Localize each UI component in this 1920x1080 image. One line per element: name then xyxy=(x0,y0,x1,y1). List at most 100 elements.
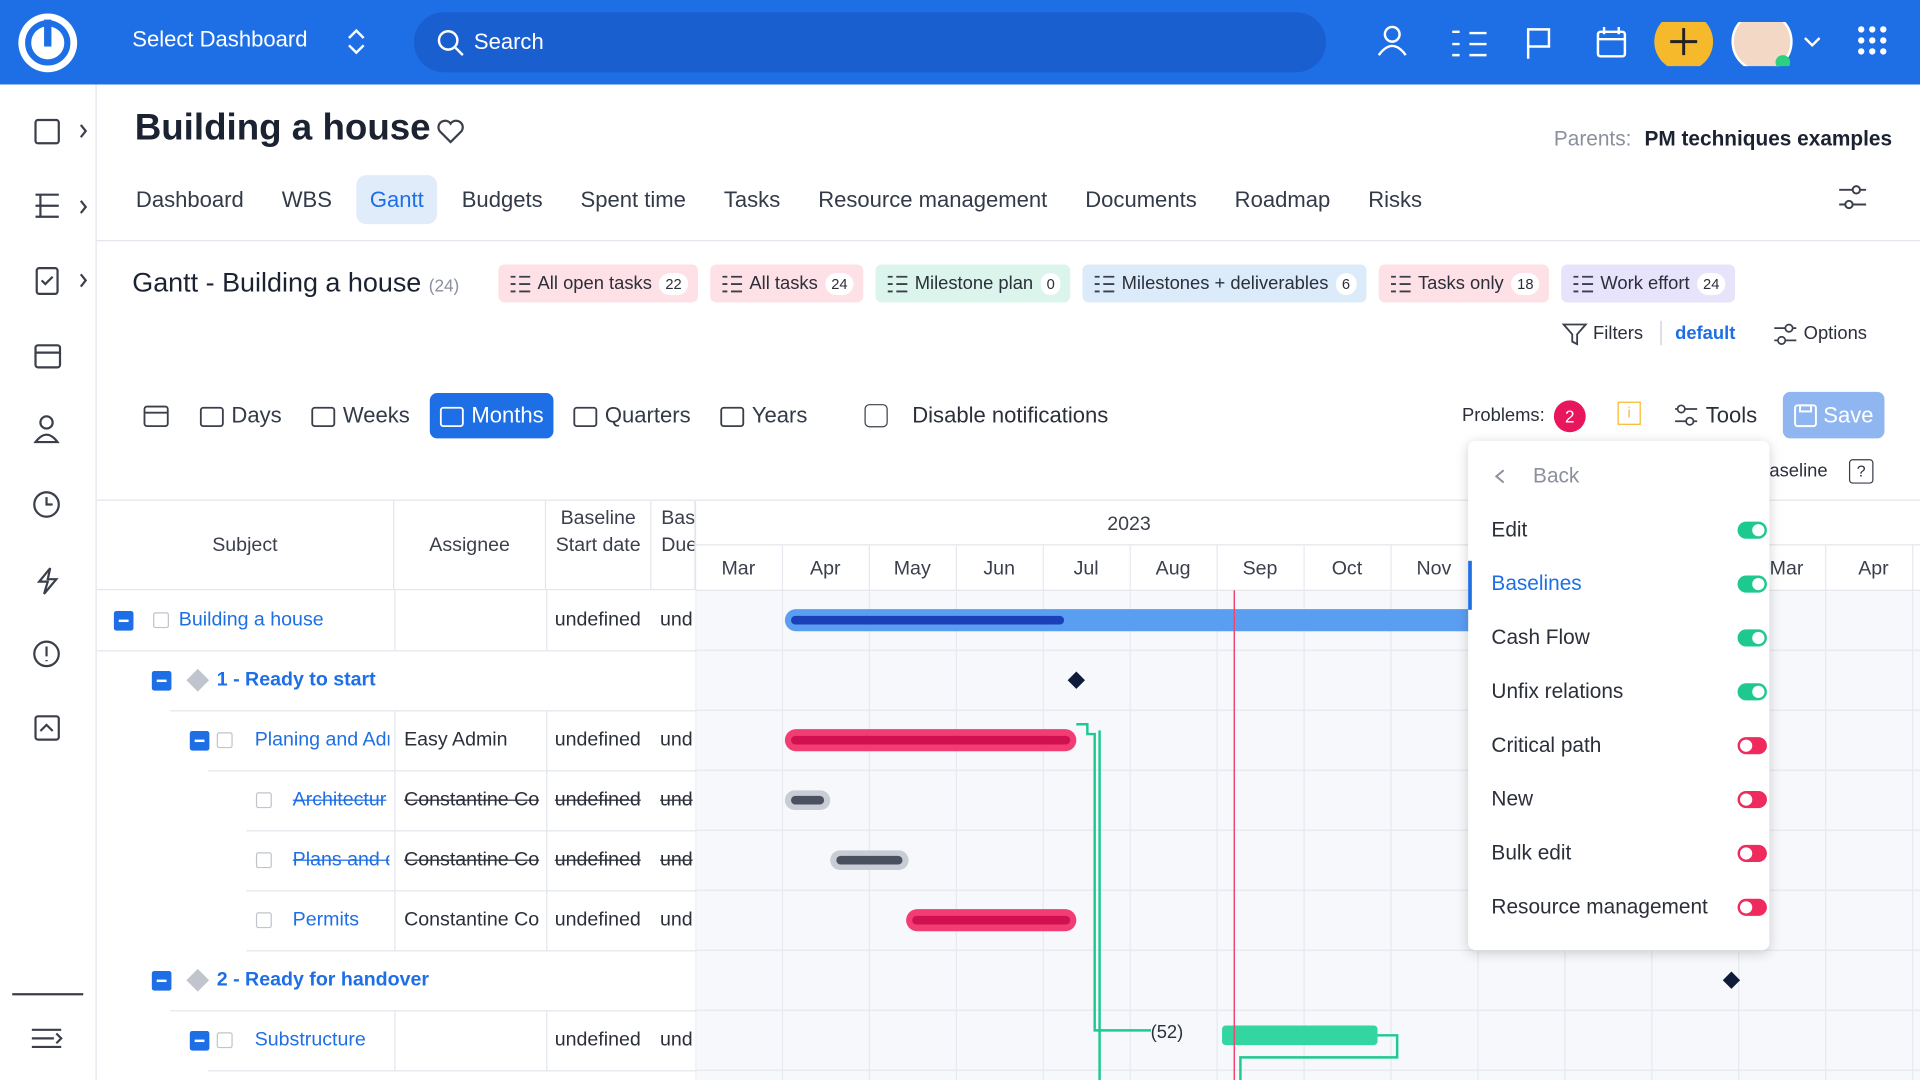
query-chip[interactable]: Milestones + deliverables 6 xyxy=(1082,264,1366,303)
menu-item[interactable]: Critical path xyxy=(1491,719,1767,773)
cell-border xyxy=(546,830,548,891)
cell-border xyxy=(394,1010,396,1071)
month-label: Apr xyxy=(1858,557,1889,579)
tab[interactable]: WBS xyxy=(281,187,332,212)
subject[interactable]: Plans and d xyxy=(292,849,390,871)
zoom-level[interactable]: Days xyxy=(190,393,292,438)
calendar-today[interactable] xyxy=(143,403,170,428)
menu-item[interactable]: New xyxy=(1491,773,1767,827)
cell-border xyxy=(546,770,548,831)
collapse-toggle[interactable] xyxy=(189,731,210,751)
toggle[interactable] xyxy=(1737,791,1767,809)
baseline[interactable]: Baseline xyxy=(1757,460,1828,482)
tab[interactable]: Spent time xyxy=(580,187,686,212)
back-icon xyxy=(1494,469,1505,484)
toggle[interactable] xyxy=(1737,737,1767,755)
collapse-toggle[interactable] xyxy=(151,971,172,991)
column-header[interactable]: Bas Due xyxy=(651,500,696,591)
toggle[interactable] xyxy=(1737,844,1767,863)
menu-item[interactable]: Edit xyxy=(1491,503,1767,557)
toggle[interactable] xyxy=(1737,898,1767,916)
subject[interactable]: Building a house xyxy=(178,609,324,631)
icon-shape xyxy=(722,275,743,293)
collapse-toggle[interactable] xyxy=(113,611,134,631)
subject[interactable]: Architectur xyxy=(292,789,387,811)
subject[interactable]: 2 - Ready for handover xyxy=(216,969,430,991)
query-count: 24 xyxy=(825,273,854,296)
sidebar-icons[interactable] xyxy=(0,84,96,1080)
tools[interactable]: Tools xyxy=(1705,402,1758,428)
baseline-start: undefined xyxy=(554,789,641,811)
save-button[interactable]: Save xyxy=(1782,391,1885,439)
subject[interactable]: 1 - Ready to start xyxy=(216,669,376,691)
problems-count[interactable]: 2 xyxy=(1553,400,1586,433)
select-dashboard[interactable]: Select Dashboard xyxy=(132,26,308,52)
query-chip[interactable]: All open tasks 22 xyxy=(498,264,698,303)
task-progress xyxy=(791,735,1071,745)
subject[interactable]: Planing and Adr xyxy=(254,729,390,751)
baseline-start: undefined xyxy=(554,1029,641,1051)
column-header[interactable]: Baseline Start date xyxy=(546,500,652,591)
query-icon xyxy=(1573,275,1594,293)
toggle[interactable] xyxy=(1737,575,1767,593)
query-chip[interactable]: Milestone plan 0 xyxy=(875,264,1071,303)
assignee: Constantine Co xyxy=(404,849,540,871)
favorite[interactable] xyxy=(436,118,465,145)
column-header[interactable]: Assignee xyxy=(394,500,547,591)
query-label: All open tasks xyxy=(537,273,652,294)
collapse-toggle[interactable] xyxy=(189,1031,210,1051)
top-icons[interactable] xyxy=(1371,22,1898,67)
subject[interactable]: Substructure xyxy=(254,1029,366,1051)
row-line xyxy=(208,1070,696,1072)
collapse-toggle[interactable] xyxy=(151,671,172,691)
select-arrows[interactable] xyxy=(345,27,367,56)
search-box[interactable]: Search xyxy=(413,12,1327,73)
tab[interactable]: Tasks xyxy=(723,187,781,212)
disable-notifications[interactable]: Disable notifications xyxy=(912,402,1109,428)
filter-default[interactable]: default xyxy=(1675,323,1736,345)
tab[interactable]: Risks xyxy=(1368,187,1423,212)
zoom-level[interactable]: Quarters xyxy=(563,393,700,438)
menu-item[interactable]: Unfix relations xyxy=(1491,665,1767,719)
divider xyxy=(95,240,1920,242)
tab[interactable]: Gantt xyxy=(356,175,438,225)
menu-item[interactable]: Baselines xyxy=(1491,557,1767,611)
menu-item[interactable]: Resource management xyxy=(1491,880,1767,934)
query-chip[interactable]: Work effort 24 xyxy=(1561,264,1736,303)
toggle[interactable] xyxy=(1737,683,1767,701)
filters[interactable]: Filters xyxy=(1593,323,1644,345)
zoom-label: Weeks xyxy=(342,402,410,428)
info-icon[interactable]: i xyxy=(1617,401,1641,425)
separator xyxy=(1660,320,1662,346)
zoom-level[interactable]: Months xyxy=(429,393,554,439)
parents-value[interactable]: PM techniques examples xyxy=(1644,127,1893,151)
menu-item[interactable]: Bulk edit xyxy=(1491,827,1767,881)
zoom-level[interactable]: Weeks xyxy=(301,393,419,438)
query-chip[interactable]: All tasks 24 xyxy=(710,264,864,303)
tab[interactable]: Dashboard xyxy=(135,187,244,212)
zoom-label: Quarters xyxy=(604,402,691,428)
menu-back[interactable]: Back xyxy=(1533,464,1580,488)
zoom-level[interactable]: Years xyxy=(710,393,817,438)
tab[interactable]: Roadmap xyxy=(1234,187,1331,212)
active-marker xyxy=(1468,560,1472,610)
subject[interactable]: Permits xyxy=(292,909,360,931)
tab[interactable]: Resource management xyxy=(818,187,1048,212)
toggle[interactable] xyxy=(1737,629,1767,647)
row-line xyxy=(96,650,696,652)
logo[interactable] xyxy=(17,12,78,73)
query-chip[interactable]: Tasks only 18 xyxy=(1378,264,1550,303)
help[interactable]: ? xyxy=(1848,459,1874,484)
column-header[interactable]: Subject xyxy=(96,500,395,591)
icon-shape xyxy=(1391,275,1411,293)
toggle[interactable] xyxy=(1737,521,1767,539)
tab[interactable]: Budgets xyxy=(461,187,543,212)
menu-item[interactable]: Cash Flow xyxy=(1491,611,1767,665)
tab[interactable]: Documents xyxy=(1085,187,1197,212)
checkbox[interactable] xyxy=(864,404,888,428)
settings[interactable] xyxy=(1837,181,1869,213)
options[interactable]: Options xyxy=(1803,323,1867,345)
cell-border xyxy=(546,710,548,771)
row-line xyxy=(246,830,696,832)
task-bar xyxy=(784,609,1480,632)
